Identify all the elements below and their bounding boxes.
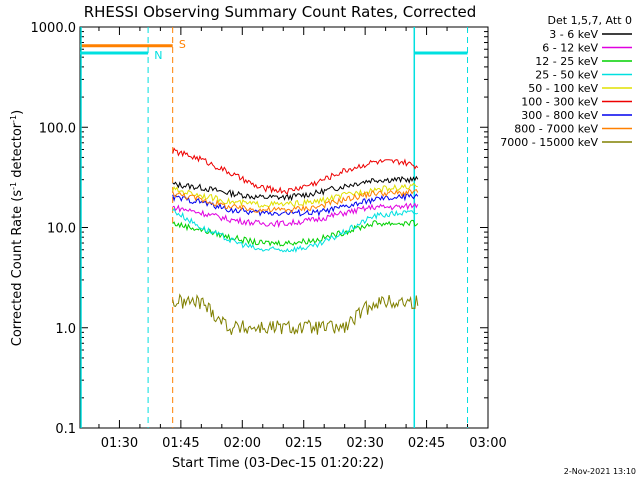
legend-label: 100 - 300 keV (521, 96, 598, 109)
y-label-exp-1: -1 (9, 182, 18, 190)
series-line (172, 147, 419, 195)
series-line (172, 182, 418, 208)
y-tick-label: 1.0 (55, 322, 76, 337)
legend-label: 25 - 50 keV (535, 69, 598, 82)
series-line (172, 188, 419, 214)
legend-label: 7000 - 15000 keV (500, 136, 598, 149)
x-tick-label: 01:45 (162, 436, 199, 451)
x-tick-label: 03:00 (469, 436, 506, 451)
series-line (172, 293, 419, 335)
x-tick-label: 02:15 (285, 436, 322, 451)
legend-title: Det 1,5,7, Att 0 (548, 14, 632, 27)
series-line (172, 175, 419, 202)
y-tick-label: 1000.0 (31, 21, 77, 36)
series-line (172, 207, 419, 253)
x-tick-label: 02:30 (346, 436, 383, 451)
legend-label: 50 - 100 keV (528, 82, 598, 95)
x-tick-label: 01:30 (101, 436, 138, 451)
plot-area: 0.1 1.0 10.0 100.0 1000.0 01:30 01:45 02:00 02:1… (31, 21, 507, 451)
legend-label: 300 - 800 keV (521, 109, 598, 122)
legend-label: 6 - 12 keV (542, 42, 598, 55)
x-axis-label: Start Time (03-Dec-15 01:20:22) (172, 456, 384, 471)
legend-label: 800 - 7000 keV (514, 123, 598, 136)
y-tick-label: 100.0 (39, 121, 76, 136)
y-label-part-1: Corrected Count Rate (s (10, 190, 25, 347)
series-line (172, 219, 419, 247)
chart-title: RHESSI Observing Summary Count Rates, Co… (84, 3, 477, 21)
legend-label: 3 - 6 keV (549, 28, 598, 41)
y-label-exp-2: -1 (9, 115, 18, 123)
flag-label-N: N (154, 49, 162, 62)
flag-label-S: S (179, 38, 186, 51)
footer-timestamp: 2-Nov-2021 13:10 (564, 467, 636, 476)
y-label-part-2: detector (10, 122, 25, 182)
series-line (172, 202, 419, 229)
plot-frame (79, 26, 489, 429)
y-tick-label: 0.1 (55, 422, 76, 437)
legend-label: 12 - 25 keV (535, 55, 598, 68)
x-tick-label: 02:45 (408, 436, 445, 451)
y-label-part-3: ) (10, 110, 25, 115)
y-axis-label: Corrected Count Rate (s-1 detector-1) (9, 110, 25, 346)
x-tick-label: 02:00 (224, 436, 261, 451)
y-tick-label: 10.0 (47, 222, 76, 237)
